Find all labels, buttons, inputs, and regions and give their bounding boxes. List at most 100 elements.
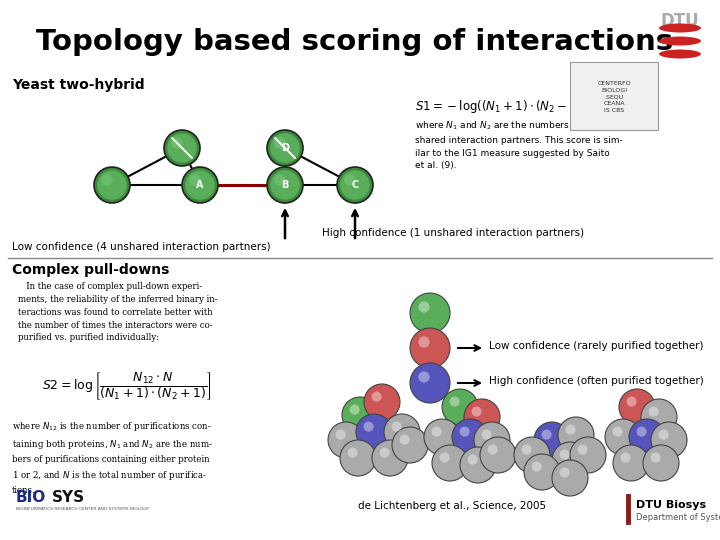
Circle shape <box>410 363 450 403</box>
Text: Department of Systems Biology: Department of Systems Biology <box>636 513 720 522</box>
Circle shape <box>524 454 560 490</box>
Circle shape <box>94 167 130 203</box>
Text: BIOINFORMATICS RESEARCH CENTER AND SYSTEMS BIOLOGY: BIOINFORMATICS RESEARCH CENTER AND SYSTE… <box>16 507 149 511</box>
Circle shape <box>651 422 687 458</box>
Circle shape <box>605 419 641 455</box>
Circle shape <box>659 429 669 440</box>
Circle shape <box>487 444 498 455</box>
Circle shape <box>171 137 183 148</box>
Circle shape <box>418 372 430 383</box>
Circle shape <box>392 422 402 431</box>
Circle shape <box>167 133 197 163</box>
Text: Low confidence (rarely purified together): Low confidence (rarely purified together… <box>489 341 703 351</box>
Circle shape <box>185 170 215 200</box>
Text: where $N_{12}$ is the number of purifications con-
taining both proteins, $N_1$ : where $N_{12}$ is the number of purifica… <box>12 420 213 495</box>
Circle shape <box>344 174 356 186</box>
Circle shape <box>400 435 410 444</box>
Circle shape <box>514 437 550 473</box>
Circle shape <box>410 293 450 333</box>
Text: DTU Biosys: DTU Biosys <box>636 500 706 510</box>
Circle shape <box>270 133 300 163</box>
Circle shape <box>559 450 570 460</box>
Text: High confidence (1 unshared interaction partners): High confidence (1 unshared interaction … <box>322 228 584 238</box>
Text: Yeast two-hybrid: Yeast two-hybrid <box>12 78 145 92</box>
Circle shape <box>432 445 468 481</box>
Text: DTU: DTU <box>661 12 699 30</box>
Circle shape <box>559 468 570 478</box>
Text: Low confidence (4 unshared interaction partners): Low confidence (4 unshared interaction p… <box>12 242 271 252</box>
Circle shape <box>364 422 374 431</box>
Circle shape <box>267 167 303 203</box>
FancyBboxPatch shape <box>570 62 658 130</box>
Circle shape <box>570 437 606 473</box>
Circle shape <box>474 422 510 458</box>
Circle shape <box>641 399 677 435</box>
Circle shape <box>379 448 390 457</box>
Circle shape <box>384 414 420 450</box>
Circle shape <box>531 462 541 471</box>
Circle shape <box>619 389 655 425</box>
Circle shape <box>418 301 430 313</box>
Circle shape <box>418 336 430 348</box>
Circle shape <box>472 407 482 417</box>
Circle shape <box>164 130 200 166</box>
Circle shape <box>431 427 441 437</box>
Circle shape <box>649 407 659 417</box>
Text: $S2 = \log\left[\dfrac{N_{12}\cdot N}{(N_1+1)\cdot(N_2+1)}\right]$: $S2 = \log\left[\dfrac{N_{12}\cdot N}{(N… <box>42 370 212 402</box>
Circle shape <box>651 453 661 463</box>
Circle shape <box>459 427 469 437</box>
Circle shape <box>97 170 127 200</box>
Text: Complex pull-downs: Complex pull-downs <box>12 263 169 277</box>
Circle shape <box>449 396 459 407</box>
Circle shape <box>521 444 531 455</box>
Circle shape <box>348 448 358 457</box>
Circle shape <box>349 404 360 415</box>
Text: Topology based scoring of interactions: Topology based scoring of interactions <box>37 28 674 56</box>
Text: High confidence (often purified together): High confidence (often purified together… <box>489 376 703 386</box>
Text: B: B <box>282 180 289 190</box>
Circle shape <box>552 442 588 478</box>
Circle shape <box>464 399 500 435</box>
Ellipse shape <box>659 37 701 45</box>
Circle shape <box>541 429 552 440</box>
Circle shape <box>626 396 636 407</box>
Circle shape <box>442 389 478 425</box>
Circle shape <box>342 397 378 433</box>
Circle shape <box>189 174 201 186</box>
Circle shape <box>102 174 113 186</box>
Circle shape <box>274 137 286 148</box>
Circle shape <box>636 427 647 437</box>
Circle shape <box>439 453 449 463</box>
Circle shape <box>340 440 376 476</box>
Circle shape <box>270 170 300 200</box>
Circle shape <box>558 417 594 453</box>
Circle shape <box>460 447 496 483</box>
Circle shape <box>566 424 576 435</box>
Circle shape <box>577 444 588 455</box>
Circle shape <box>467 455 477 464</box>
Text: de Lichtenberg et al., Science, 2005: de Lichtenberg et al., Science, 2005 <box>358 501 546 511</box>
Text: $S1 = -\log((N_1+1)\cdot(N_2-1))$: $S1 = -\log((N_1+1)\cdot(N_2-1))$ <box>415 98 586 115</box>
Circle shape <box>613 427 623 437</box>
Circle shape <box>341 170 370 200</box>
Ellipse shape <box>659 50 701 58</box>
Circle shape <box>480 437 516 473</box>
Text: In the case of complex pull-down experi-
ments, the reliability of the inferred : In the case of complex pull-down experi-… <box>18 282 217 342</box>
Circle shape <box>410 328 450 368</box>
Circle shape <box>364 384 400 420</box>
Circle shape <box>613 445 649 481</box>
Circle shape <box>482 429 492 440</box>
Circle shape <box>267 130 303 166</box>
Circle shape <box>372 440 408 476</box>
Text: A: A <box>197 180 204 190</box>
Text: CENTERFO
BIOLOGI
.SEQU
CEANA
IS CBS: CENTERFO BIOLOGI .SEQU CEANA IS CBS <box>597 82 631 113</box>
Text: BIO: BIO <box>16 490 46 505</box>
Text: SYS: SYS <box>52 490 85 505</box>
Circle shape <box>424 419 460 455</box>
Circle shape <box>182 167 218 203</box>
Circle shape <box>274 174 286 186</box>
Circle shape <box>552 460 588 496</box>
Text: D: D <box>281 143 289 153</box>
Circle shape <box>372 392 382 402</box>
Text: where $N_1$ and $N_2$ are the numbers of non-
shared interaction partners. This : where $N_1$ and $N_2$ are the numbers of… <box>415 120 623 170</box>
